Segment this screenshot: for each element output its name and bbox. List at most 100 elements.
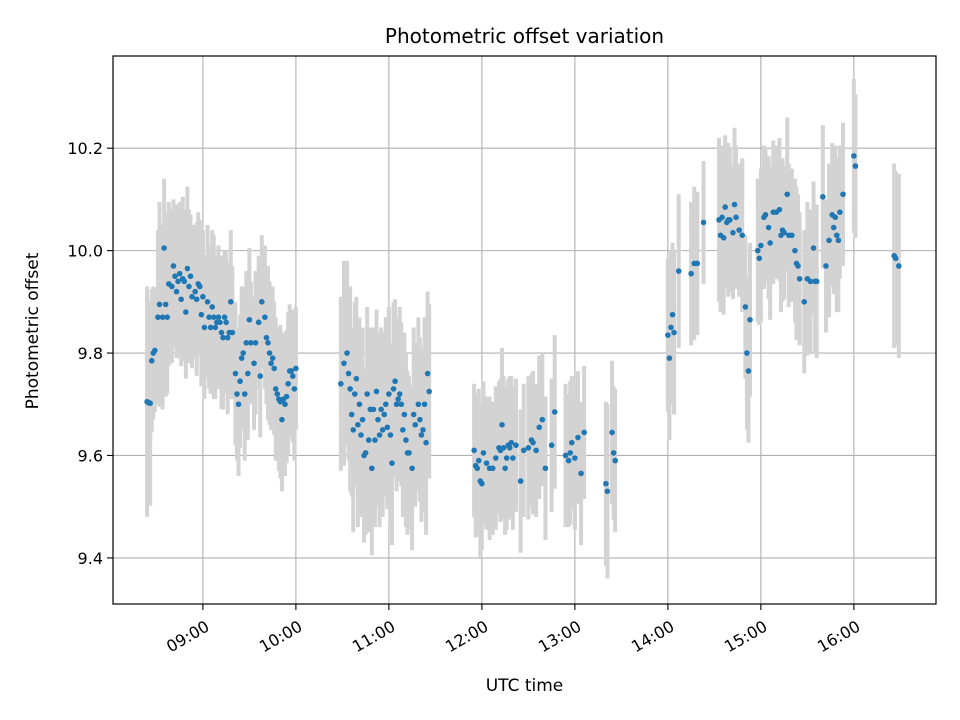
data-point <box>378 406 384 413</box>
data-point <box>248 340 254 346</box>
data-point <box>756 255 763 262</box>
data-point <box>376 432 383 438</box>
data-point <box>288 368 295 374</box>
data-point <box>896 263 902 269</box>
data-point <box>193 296 200 303</box>
data-point <box>223 319 229 326</box>
data-point <box>161 245 167 251</box>
data-point <box>892 255 899 262</box>
data-point <box>801 299 808 305</box>
data-point <box>258 299 265 305</box>
data-point <box>832 214 839 221</box>
data-point <box>351 391 358 397</box>
data-point <box>410 411 417 418</box>
data-point <box>162 301 169 308</box>
data-point <box>675 268 682 274</box>
data-point <box>155 314 161 320</box>
data-point <box>382 401 389 408</box>
data-point <box>700 219 707 226</box>
data-point <box>720 235 727 241</box>
data-point <box>548 442 555 449</box>
data-point <box>269 355 276 361</box>
data-point <box>758 242 764 249</box>
data-point <box>508 439 515 446</box>
data-point <box>423 439 429 446</box>
data-point <box>542 465 549 472</box>
data-point <box>398 401 405 408</box>
data-point <box>178 296 184 303</box>
data-point <box>148 357 155 364</box>
data-point <box>207 324 214 331</box>
data-point <box>358 432 364 438</box>
data-point <box>221 314 228 320</box>
data-point <box>796 275 803 282</box>
data-point <box>409 465 415 472</box>
data-point <box>502 465 508 472</box>
data-point <box>206 314 212 320</box>
data-point <box>767 240 773 246</box>
data-point <box>830 224 837 231</box>
data-point <box>390 386 397 392</box>
data-point <box>181 278 188 285</box>
data-point <box>517 478 524 484</box>
data-point <box>742 304 749 310</box>
data-point <box>730 229 736 236</box>
y-tick-label: 9.8 <box>78 344 103 363</box>
data-point <box>240 350 246 356</box>
data-point <box>283 393 290 400</box>
data-point <box>581 429 587 436</box>
data-point <box>578 470 584 477</box>
data-point <box>727 217 733 223</box>
data-point <box>379 427 386 433</box>
data-point <box>159 314 166 320</box>
data-point <box>268 360 274 367</box>
data-point <box>810 245 817 251</box>
data-point <box>187 273 194 280</box>
data-point <box>688 270 694 277</box>
data-point <box>282 401 288 408</box>
data-point <box>220 334 226 341</box>
data-point <box>381 411 388 418</box>
data-point <box>406 450 412 456</box>
data-point <box>666 355 673 361</box>
data-point <box>604 488 611 495</box>
data-point <box>217 319 223 326</box>
data-point <box>823 263 829 269</box>
data-point <box>747 316 753 323</box>
data-point <box>520 447 527 454</box>
data-point <box>694 260 701 267</box>
data-point <box>365 437 372 443</box>
data-point <box>736 227 742 233</box>
data-point <box>348 411 355 418</box>
data-point <box>184 265 191 272</box>
data-point <box>192 288 198 295</box>
data-point <box>189 293 195 300</box>
data-point <box>400 427 406 433</box>
data-point <box>669 311 676 318</box>
y-tick-label: 9.4 <box>78 549 103 568</box>
data-point <box>347 386 353 392</box>
data-point <box>372 437 378 443</box>
data-point <box>835 237 842 244</box>
data-point <box>489 465 496 472</box>
data-point <box>807 278 814 285</box>
chart-title: Photometric offset variation <box>385 24 664 48</box>
data-point <box>389 460 395 466</box>
data-point <box>665 332 671 338</box>
data-point <box>252 340 259 346</box>
data-point <box>338 380 344 387</box>
data-point <box>722 204 729 210</box>
data-point <box>291 386 298 392</box>
data-point <box>575 434 581 441</box>
point-layer <box>144 153 902 495</box>
data-point <box>392 378 398 385</box>
data-point <box>480 450 487 456</box>
data-point <box>364 391 370 397</box>
data-point <box>424 370 431 377</box>
data-point <box>245 370 251 377</box>
data-point <box>176 270 183 277</box>
data-point <box>820 194 826 200</box>
data-point <box>415 401 422 408</box>
